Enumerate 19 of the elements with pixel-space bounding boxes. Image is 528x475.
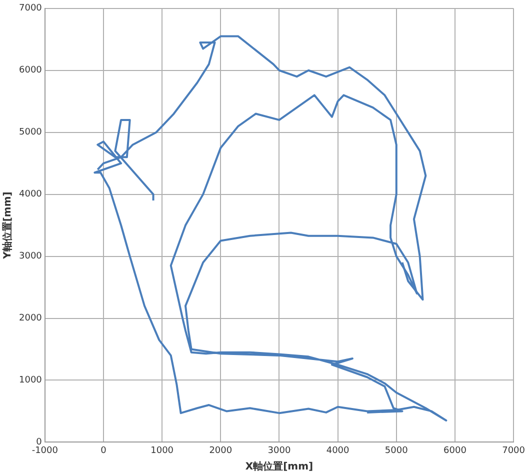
y-tick-label: 0 [36, 438, 42, 448]
x-axis-title: X軸位置[mm] [245, 460, 314, 473]
x-tick-label: 4000 [326, 446, 350, 456]
y-tick-label: 6000 [19, 66, 42, 76]
y-tick-label: 4000 [19, 190, 42, 200]
y-tick-label: 5000 [19, 128, 42, 138]
x-tick-label: 7000 [502, 446, 526, 456]
y-tick-label: 2000 [19, 314, 42, 324]
x-tick-label: 2000 [209, 446, 232, 456]
x-tick-label: 3000 [268, 446, 291, 456]
x-tick-label: 5000 [384, 446, 408, 456]
x-tick-label: 1000 [150, 446, 174, 456]
y-axis-title: Y軸位置[mm] [2, 192, 14, 260]
y-tick-label: 3000 [19, 252, 42, 262]
x-tick-label: 0 [100, 446, 107, 456]
y-tick-label: 1000 [19, 376, 42, 386]
x-tick-label: -1000 [32, 446, 58, 456]
x-tick-label: 6000 [444, 446, 467, 456]
y-tick-label: 7000 [19, 4, 42, 14]
